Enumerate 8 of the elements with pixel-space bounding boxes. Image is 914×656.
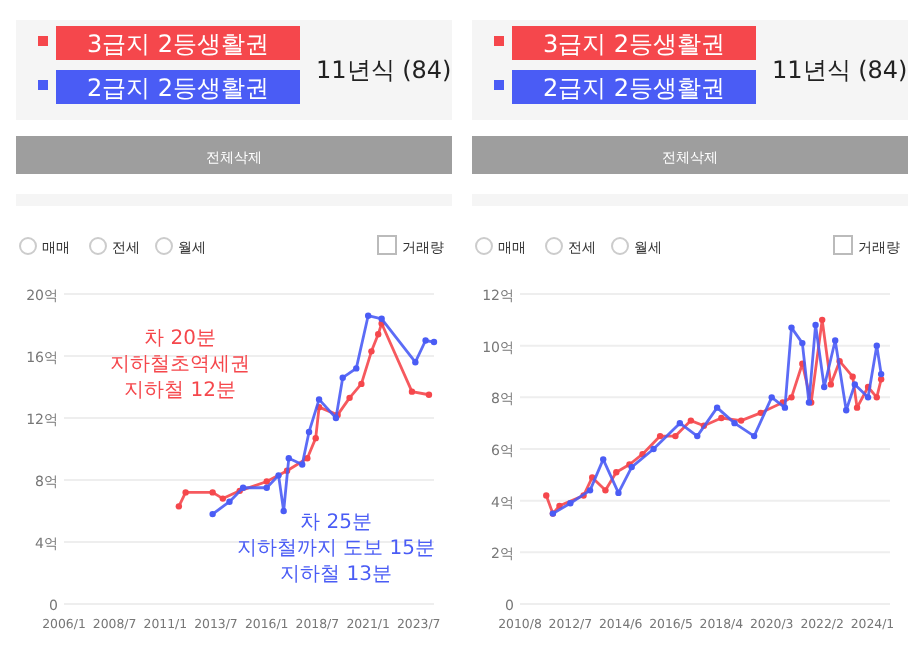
legend-label: 3급지 2등생활권 bbox=[86, 30, 270, 58]
annotation: 차 25분 지하철까지 도보 15분 지하철 13분 bbox=[236, 512, 436, 586]
legend-label: 2급지 2등생활권 bbox=[86, 74, 270, 102]
annotation: 차 20분 지하철초역세권 지하철 12분 bbox=[110, 328, 250, 402]
chart-subtitle: 11년식 (84) bbox=[772, 56, 908, 84]
legend-label: 2급지 2등생활권 bbox=[542, 74, 726, 102]
legend-label: 3급지 2등생활권 bbox=[542, 30, 726, 58]
chart-subtitle: 11년식 (84) bbox=[316, 56, 452, 84]
